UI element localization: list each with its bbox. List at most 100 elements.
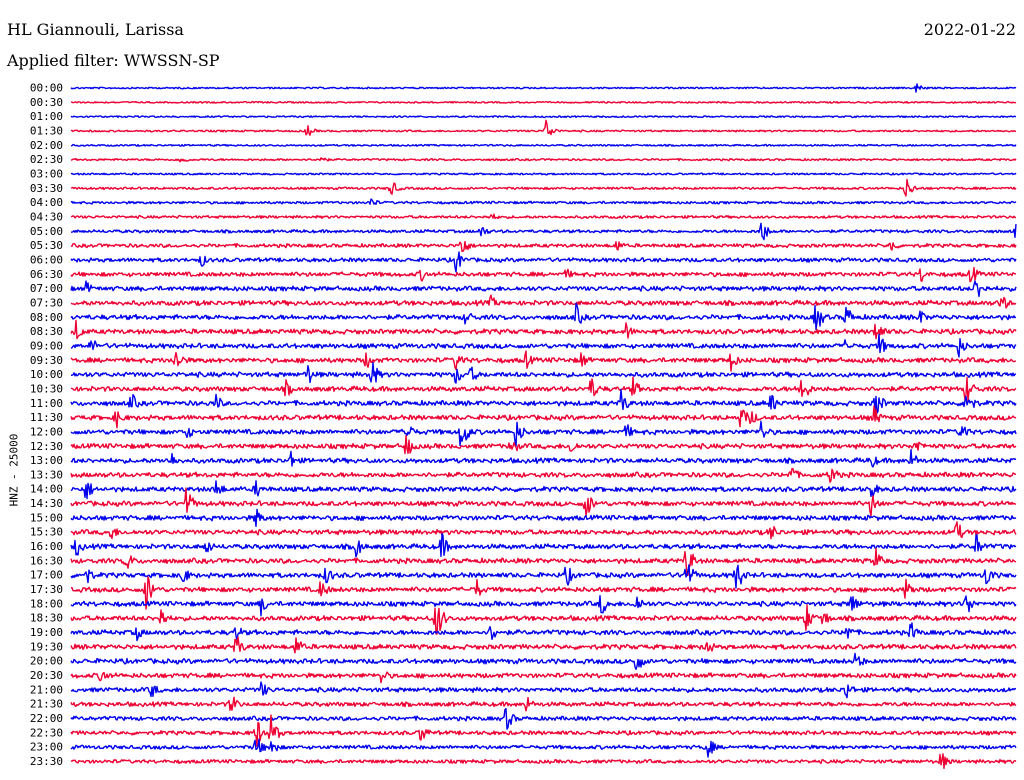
time-label: 05:00 xyxy=(30,225,63,238)
filter-label: Applied filter: WWSSN-SP xyxy=(7,51,220,70)
time-label: 18:00 xyxy=(30,597,63,610)
time-label: 06:00 xyxy=(30,253,63,266)
time-label: 19:00 xyxy=(30,626,63,639)
trace-line xyxy=(70,753,1017,769)
trace-line xyxy=(70,467,1017,483)
time-label: 23:30 xyxy=(30,755,63,768)
trace-line xyxy=(70,157,1017,163)
trace-line xyxy=(70,521,1017,540)
trace-line xyxy=(70,480,1017,500)
time-label: 19:30 xyxy=(30,640,63,653)
time-label: 22:00 xyxy=(30,712,63,725)
trace-line xyxy=(70,240,1017,253)
trace-line xyxy=(70,362,1017,384)
time-label: 10:00 xyxy=(30,368,63,381)
trace-line xyxy=(70,333,1017,358)
trace-line xyxy=(70,671,1017,684)
trace-line xyxy=(70,595,1017,617)
time-label: 02:00 xyxy=(30,139,63,152)
trace-line xyxy=(70,251,1017,273)
trace-line xyxy=(70,376,1017,403)
time-label: 15:00 xyxy=(30,511,63,524)
time-label: 07:30 xyxy=(30,296,63,309)
time-label: 00:00 xyxy=(30,82,63,95)
trace-line xyxy=(70,564,1017,589)
time-label: 09:00 xyxy=(30,339,63,352)
time-label: 16:00 xyxy=(30,540,63,553)
trace-line xyxy=(70,198,1017,206)
trace-line xyxy=(70,547,1017,577)
trace-line xyxy=(70,178,1017,197)
trace-line xyxy=(70,405,1017,429)
time-label: 20:00 xyxy=(30,655,63,668)
trace-line xyxy=(70,115,1017,119)
trace-line xyxy=(70,714,1017,747)
time-label: 17:00 xyxy=(30,569,63,582)
time-label: 03:30 xyxy=(30,182,63,195)
trace-line xyxy=(70,213,1017,220)
trace-line xyxy=(70,652,1017,670)
time-label: 07:00 xyxy=(30,282,63,295)
time-label: 12:30 xyxy=(30,440,63,453)
trace-line xyxy=(70,350,1017,372)
trace-line xyxy=(70,487,1017,517)
trace-line xyxy=(71,576,1017,610)
time-label: 23:00 xyxy=(30,741,63,754)
time-label: 08:30 xyxy=(30,325,63,338)
trace-line xyxy=(70,143,1017,147)
time-label: 00:30 xyxy=(30,96,63,109)
time-label: 16:30 xyxy=(30,554,63,567)
time-label: 09:30 xyxy=(30,354,63,367)
trace-line xyxy=(70,604,1017,635)
time-label: 04:30 xyxy=(30,210,63,223)
time-label: 05:30 xyxy=(30,239,63,252)
trace-line xyxy=(70,280,1017,298)
trace-line xyxy=(70,100,1017,104)
date-label: 2022-01-22 xyxy=(923,20,1016,39)
trace-line xyxy=(70,319,1017,340)
station-title: HL Giannouli, Larissa xyxy=(7,20,184,39)
time-label: 01:00 xyxy=(30,110,63,123)
trace-line xyxy=(70,420,1017,448)
trace-line xyxy=(70,294,1017,309)
time-label: 10:30 xyxy=(30,382,63,395)
trace-line xyxy=(70,738,1017,758)
trace-line xyxy=(70,266,1017,283)
time-label: 22:30 xyxy=(30,726,63,739)
time-label: 14:30 xyxy=(30,497,63,510)
trace-line xyxy=(70,508,1017,527)
time-label: 08:00 xyxy=(30,311,63,324)
trace-line xyxy=(70,389,1017,414)
trace-line xyxy=(70,434,1017,455)
time-label: 21:30 xyxy=(30,698,63,711)
time-label: 12:00 xyxy=(30,425,63,438)
time-label: 20:30 xyxy=(30,669,63,682)
time-label: 21:00 xyxy=(30,683,63,696)
trace-line xyxy=(70,172,1017,176)
time-label: 18:30 xyxy=(30,612,63,625)
trace-line xyxy=(70,83,1017,93)
time-label: 02:30 xyxy=(30,153,63,166)
time-label: 13:00 xyxy=(30,454,63,467)
time-label: 03:00 xyxy=(30,167,63,180)
trace-line xyxy=(70,302,1017,331)
time-label: 04:00 xyxy=(30,196,63,209)
trace-line xyxy=(70,696,1017,712)
time-label: 11:30 xyxy=(30,411,63,424)
trace-line xyxy=(70,119,1017,136)
time-label: 11:00 xyxy=(30,397,63,410)
trace-line xyxy=(70,222,1017,241)
time-label: 15:30 xyxy=(30,526,63,539)
trace-line xyxy=(70,708,1017,730)
time-label: 01:30 xyxy=(30,124,63,137)
trace-line xyxy=(70,681,1017,699)
trace-line xyxy=(70,448,1017,468)
trace-line xyxy=(70,622,1017,642)
trace-line xyxy=(70,636,1017,654)
time-label: 14:00 xyxy=(30,483,63,496)
time-label: 17:30 xyxy=(30,583,63,596)
time-label: 13:30 xyxy=(30,468,63,481)
time-label: 06:30 xyxy=(30,268,63,281)
trace-line xyxy=(70,533,1017,558)
